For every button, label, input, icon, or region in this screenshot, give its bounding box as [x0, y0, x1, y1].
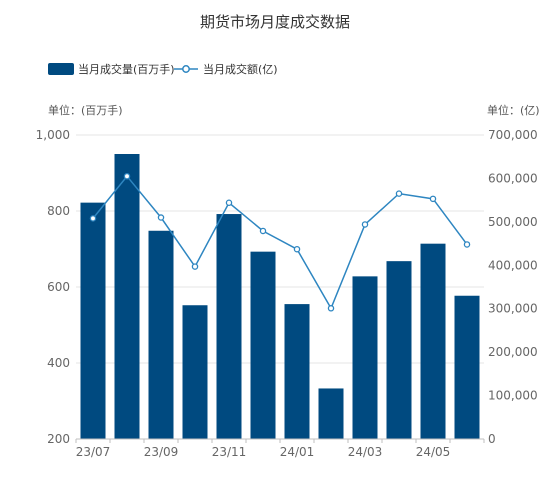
bar[interactable] [216, 214, 242, 439]
line-path [92, 175, 468, 310]
right-axis-tick-label: 300,000 [488, 302, 538, 316]
legend-line-marker [182, 65, 190, 73]
bar[interactable] [250, 251, 276, 439]
left-axis-tick-label: 200 [47, 432, 70, 446]
bar[interactable] [80, 202, 106, 439]
bar[interactable] [318, 388, 344, 439]
line-point[interactable] [225, 199, 233, 206]
bar[interactable] [284, 304, 310, 439]
legend[interactable]: 当月成交量(百万手) 当月成交额(亿) [48, 62, 278, 76]
line-series [89, 173, 471, 312]
line-point[interactable] [259, 227, 267, 235]
line-point[interactable] [429, 195, 437, 203]
right-axis-tick-label: 400,000 [488, 258, 538, 272]
right-axis-tick-label: 500,000 [488, 215, 538, 229]
bar-series [80, 154, 480, 439]
line-point[interactable] [293, 245, 301, 253]
left-axis-unit: 单位：(百万手) [48, 103, 123, 117]
right-axis-tick-label: 100,000 [488, 389, 538, 403]
x-axis-tick-label: 24/01 [280, 445, 315, 459]
axes: 200 400 600 800 1,000 0 100,000 200,000 300,000 4… [36, 128, 538, 459]
bar[interactable] [386, 261, 412, 439]
line-point[interactable] [157, 214, 165, 221]
line-point[interactable] [395, 190, 403, 197]
x-axis-tick-label: 24/03 [348, 445, 383, 459]
line-point[interactable] [89, 215, 97, 222]
right-axis-tick-label: 0 [488, 432, 496, 446]
x-axis-tick-label: 24/05 [416, 445, 451, 459]
right-axis-tick-label: 700,000 [488, 128, 538, 142]
left-axis-tick-label: 800 [47, 204, 70, 218]
right-axis-tick-label: 200,000 [488, 345, 538, 359]
line-point[interactable] [191, 263, 199, 270]
line-point[interactable] [123, 173, 131, 180]
bar[interactable] [148, 230, 174, 439]
line-point[interactable] [327, 305, 335, 312]
legend-line-label: 当月成交额(亿) [203, 62, 278, 76]
bar[interactable] [114, 154, 140, 439]
bar[interactable] [454, 295, 480, 439]
x-axis-tick-label: 23/09 [144, 445, 179, 459]
legend-bar-label: 当月成交量(百万手) [78, 62, 175, 76]
bar[interactable] [182, 305, 208, 439]
chart-title: 期货市场月度成交数据 [200, 13, 350, 31]
legend-bar-swatch [48, 63, 74, 75]
right-axis-tick-label: 600,000 [488, 171, 538, 185]
x-axis-tick-label: 23/11 [212, 445, 247, 459]
line-point[interactable] [361, 221, 369, 228]
bar[interactable] [352, 276, 378, 439]
x-axis-tick-label: 23/07 [76, 445, 111, 459]
left-axis-tick-label: 600 [47, 280, 70, 294]
left-axis-tick-label: 1,000 [36, 128, 70, 142]
left-axis-tick-label: 400 [47, 356, 70, 370]
line-point[interactable] [463, 241, 471, 248]
right-axis-unit: 单位：(亿) [487, 103, 540, 117]
bar[interactable] [420, 243, 446, 439]
